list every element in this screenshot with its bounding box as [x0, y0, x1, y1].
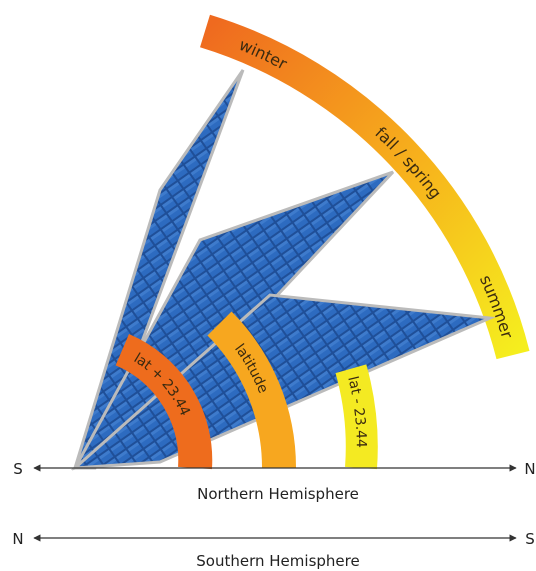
label-text: fall / spring	[371, 123, 445, 202]
axis-label: Northern Hemisphere	[197, 485, 359, 503]
axis-end: N	[12, 530, 23, 548]
axis-end: S	[525, 530, 535, 548]
season-arc	[200, 14, 530, 360]
tilt-band	[207, 311, 297, 469]
tilt-band	[115, 334, 213, 470]
axis-label: Southern Hemisphere	[196, 552, 359, 570]
arc-label: fall / spring	[371, 123, 445, 202]
tilt-band	[335, 364, 378, 470]
axis-end: S	[13, 460, 23, 478]
axis-end: N	[524, 460, 535, 478]
